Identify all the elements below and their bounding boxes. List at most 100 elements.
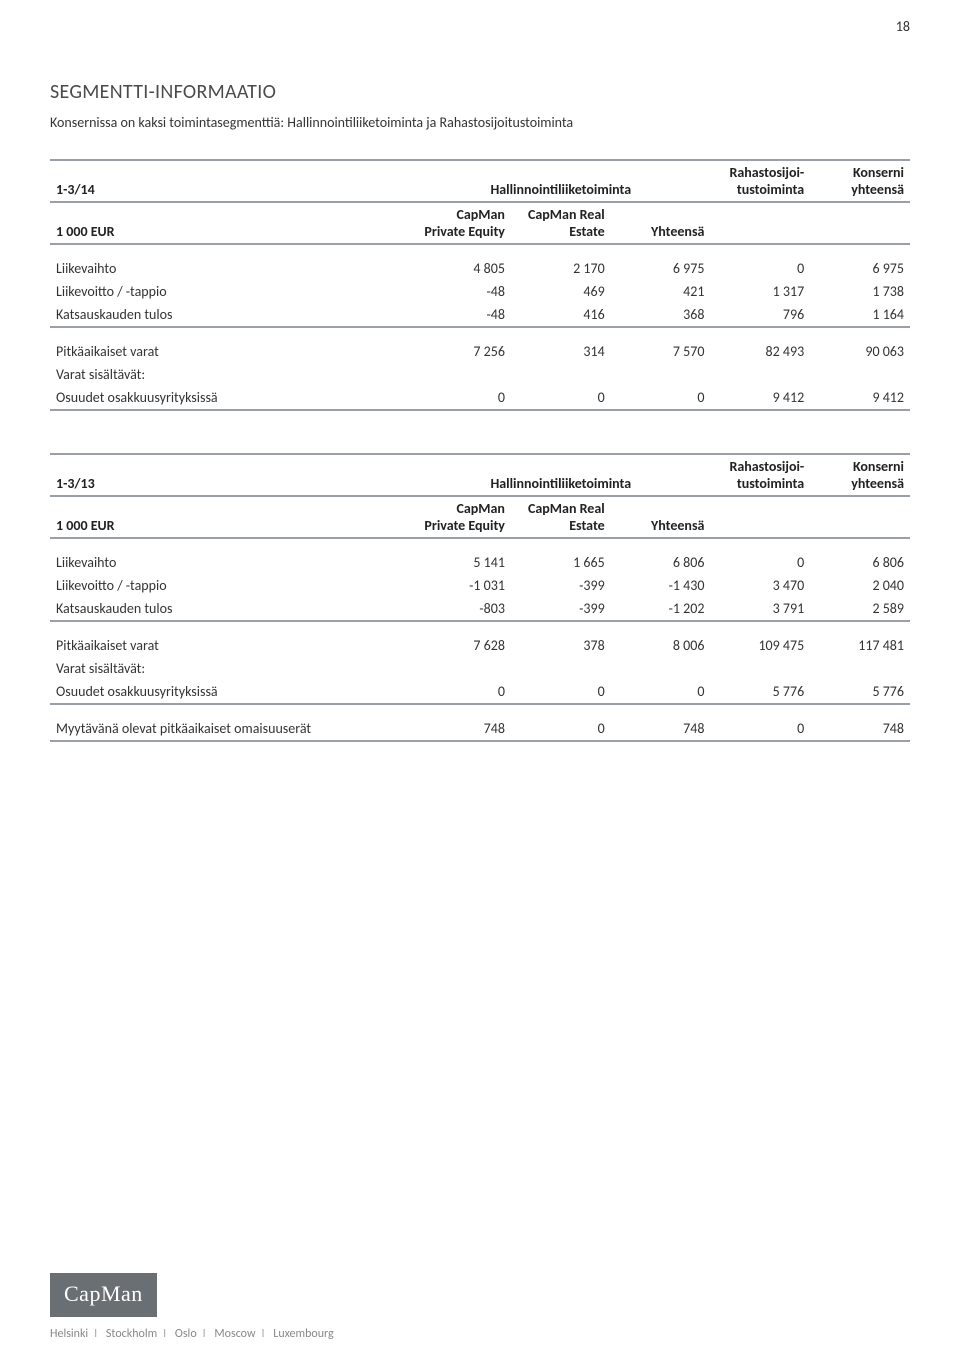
- subcol-re-l1: CapMan Real: [528, 206, 605, 223]
- cell: 1 317: [710, 280, 810, 303]
- cell: 6 806: [810, 551, 910, 574]
- cell: 1 665: [511, 551, 611, 574]
- subcol-pe-l1: CapMan: [456, 500, 505, 517]
- separator-icon: I: [94, 1327, 97, 1341]
- cell: 7 570: [611, 340, 711, 363]
- row-label: Liikevaihto: [50, 551, 411, 574]
- separator-icon: I: [203, 1327, 206, 1341]
- section-title: SEGMENTTI-INFORMAATIO: [50, 80, 910, 104]
- cell: 6 975: [810, 257, 910, 280]
- cell: 0: [710, 717, 810, 741]
- subcol-pe: CapMan Private Equity: [411, 496, 511, 538]
- subcol-re: CapMan Real Estate: [511, 496, 611, 538]
- col-group-header-l1: Konserni: [853, 164, 904, 181]
- row-label: Katsauskauden tulos: [50, 303, 411, 327]
- cell: 8 006: [611, 634, 711, 657]
- cell: 1 738: [810, 280, 910, 303]
- subcol-pe-l2: Private Equity: [424, 223, 505, 240]
- cell: 368: [611, 303, 711, 327]
- cell: -803: [411, 597, 511, 621]
- footer-cities: HelsinkiI StockholmI OsloI MoscowI Luxem…: [50, 1327, 334, 1341]
- cell: 0: [710, 551, 810, 574]
- row-label: Osuudet osakkuusyrityksissä: [50, 680, 411, 704]
- unit-label: 1 000 EUR: [50, 202, 411, 244]
- table-row: Varat sisältävät:: [50, 657, 910, 680]
- cell: 6 806: [611, 551, 711, 574]
- cell: 109 475: [710, 634, 810, 657]
- cell: 9 412: [710, 386, 810, 410]
- cell: 378: [511, 634, 611, 657]
- cell: 314: [511, 340, 611, 363]
- cell: 7 256: [411, 340, 511, 363]
- table-row: Liikevaihto 5 141 1 665 6 806 0 6 806: [50, 551, 910, 574]
- cell: 0: [511, 386, 611, 410]
- cell: -48: [411, 280, 511, 303]
- col-group-header: Konserni yhteensä: [810, 160, 910, 202]
- cell: 9 412: [810, 386, 910, 410]
- cell: 416: [511, 303, 611, 327]
- row-label: Liikevoitto / -tappio: [50, 574, 411, 597]
- table-row: Katsauskauden tulos -803 -399 -1 202 3 7…: [50, 597, 910, 621]
- row-label: Osuudet osakkuusyrityksissä: [50, 386, 411, 410]
- capman-logo: CapMan: [50, 1273, 157, 1317]
- unit-label: 1 000 EUR: [50, 496, 411, 538]
- col-fund-header-l1: Rahastosijoi-: [729, 164, 804, 181]
- cell: 0: [611, 386, 711, 410]
- subcol-pe: CapMan Private Equity: [411, 202, 511, 244]
- cell: 0: [411, 680, 511, 704]
- separator-icon: I: [163, 1327, 166, 1341]
- row-label: Katsauskauden tulos: [50, 597, 411, 621]
- col-fund-header-l2: tustoiminta: [737, 475, 804, 492]
- period-label: 1-3/14: [50, 160, 411, 202]
- col-fund-header: Rahastosijoi- tustoiminta: [710, 160, 810, 202]
- table-row: Osuudet osakkuusyrityksissä 0 0 0 5 776 …: [50, 680, 910, 704]
- cell: 0: [710, 257, 810, 280]
- cell: 0: [411, 386, 511, 410]
- page-number: 18: [896, 18, 910, 35]
- cell: 0: [511, 717, 611, 741]
- footer-city: Helsinki: [50, 1327, 88, 1341]
- footer: CapMan HelsinkiI StockholmI OsloI Moscow…: [50, 1273, 334, 1341]
- cell: 0: [611, 680, 711, 704]
- subcol-re-l2: Estate: [569, 223, 605, 240]
- row-label: Pitkäaikaiset varat: [50, 634, 411, 657]
- subcol-re-l1: CapMan Real: [528, 500, 605, 517]
- table-row: Katsauskauden tulos -48 416 368 796 1 16…: [50, 303, 910, 327]
- segment-table-1: 1-3/14 Hallinnointiliiketoiminta Rahasto…: [50, 159, 910, 411]
- col-group-header-l1: Konserni: [853, 458, 904, 475]
- subcol-pe-l2: Private Equity: [424, 517, 505, 534]
- cell: -1 430: [611, 574, 711, 597]
- col-group-header: Konserni yhteensä: [810, 454, 910, 496]
- cell: 2 170: [511, 257, 611, 280]
- col-group-header-l2: yhteensä: [851, 475, 904, 492]
- row-label: Varat sisältävät:: [50, 657, 411, 680]
- subcol-total: Yhteensä: [611, 202, 711, 244]
- cell: 2 589: [810, 597, 910, 621]
- table-row: Pitkäaikaiset varat 7 256 314 7 570 82 4…: [50, 340, 910, 363]
- cell: 5 141: [411, 551, 511, 574]
- cell: 796: [710, 303, 810, 327]
- row-label: Varat sisältävät:: [50, 363, 411, 386]
- cell: -399: [511, 597, 611, 621]
- row-label: Liikevoitto / -tappio: [50, 280, 411, 303]
- cell: 3 791: [710, 597, 810, 621]
- table-row: Liikevoitto / -tappio -48 469 421 1 317 …: [50, 280, 910, 303]
- cell: 748: [611, 717, 711, 741]
- cell: -48: [411, 303, 511, 327]
- cell: -1 031: [411, 574, 511, 597]
- row-label: Pitkäaikaiset varat: [50, 340, 411, 363]
- table-row: Liikevoitto / -tappio -1 031 -399 -1 430…: [50, 574, 910, 597]
- cell: 5 776: [710, 680, 810, 704]
- footer-city: Oslo: [175, 1327, 197, 1341]
- table-row: Varat sisältävät:: [50, 363, 910, 386]
- row-label: Liikevaihto: [50, 257, 411, 280]
- cell: 6 975: [611, 257, 711, 280]
- table-row: Liikevaihto 4 805 2 170 6 975 0 6 975: [50, 257, 910, 280]
- col-fund-header-l1: Rahastosijoi-: [729, 458, 804, 475]
- cell: 1 164: [810, 303, 910, 327]
- subcol-total: Yhteensä: [611, 496, 711, 538]
- subcol-re: CapMan Real Estate: [511, 202, 611, 244]
- cell: 82 493: [710, 340, 810, 363]
- col-fund-header: Rahastosijoi- tustoiminta: [710, 454, 810, 496]
- cell: 4 805: [411, 257, 511, 280]
